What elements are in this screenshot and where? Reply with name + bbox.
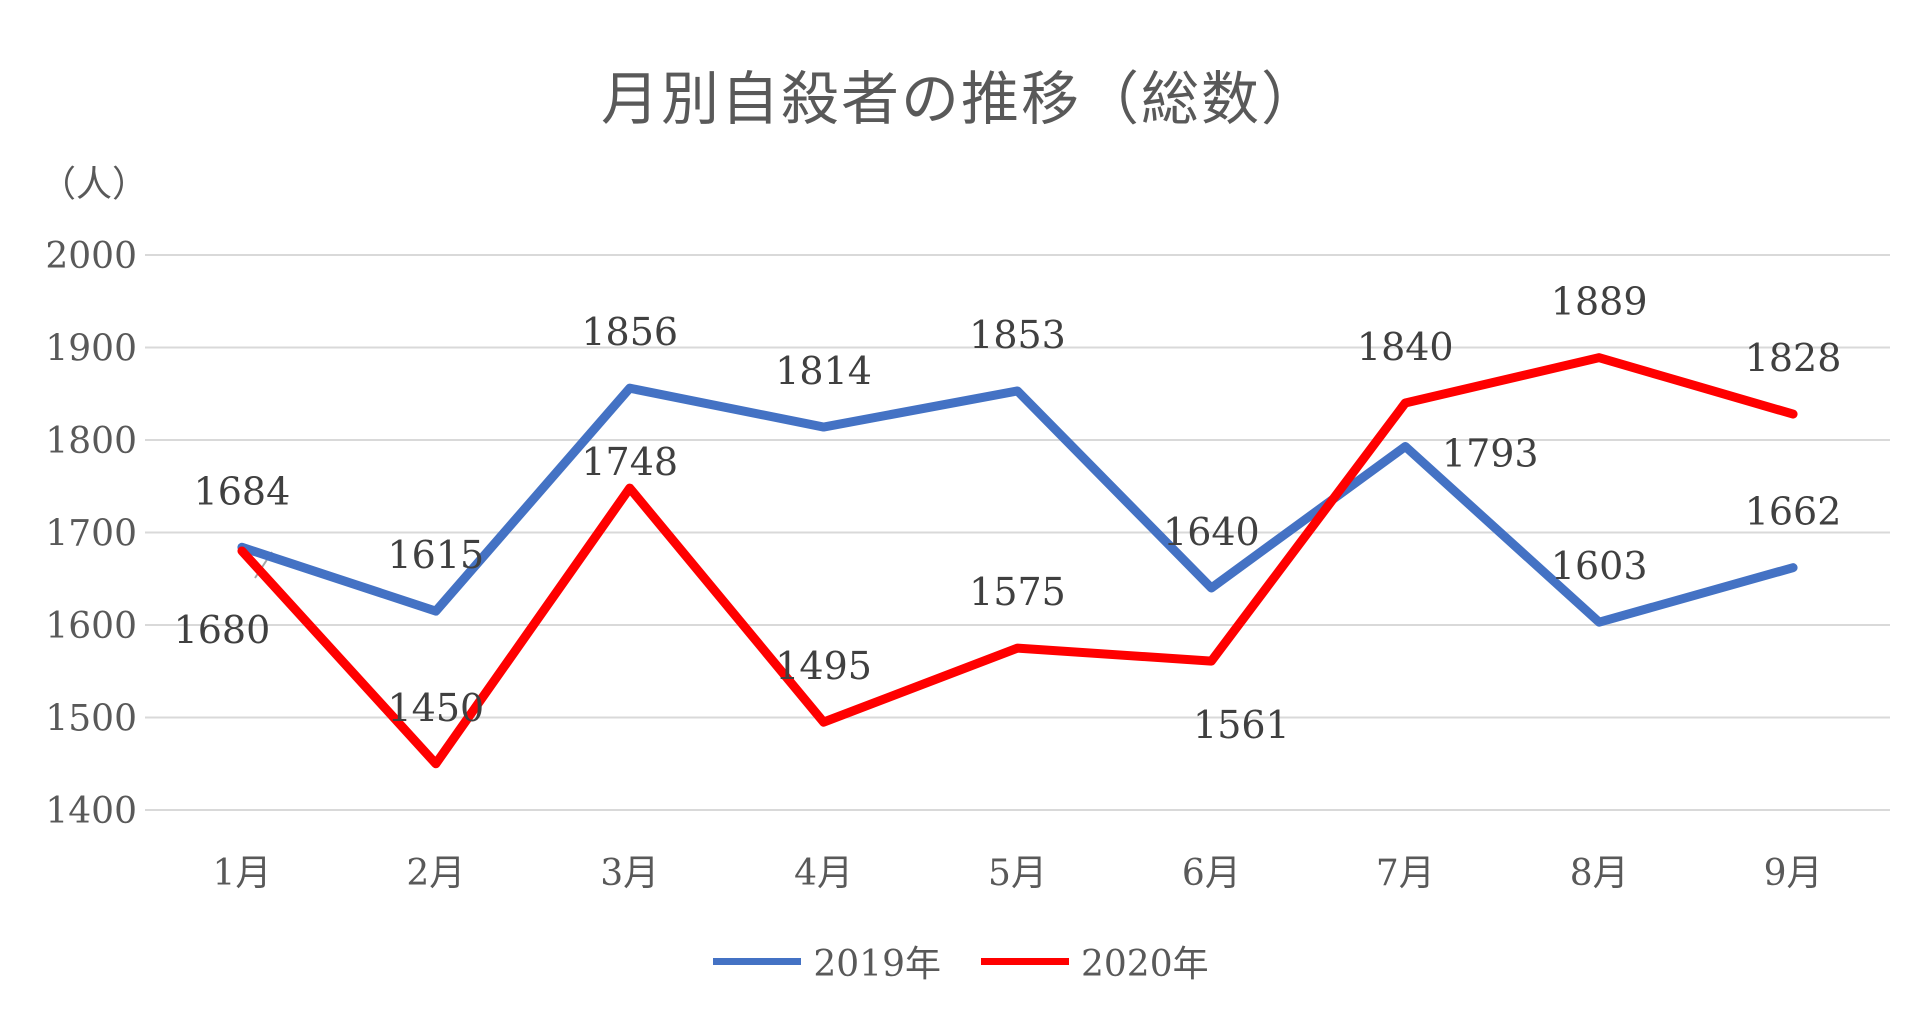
x-tick-label: 2月: [406, 853, 465, 894]
x-tick-label: 6月: [1182, 853, 1241, 894]
legend: 2019年 2020年: [0, 935, 1922, 987]
data-label: 1828: [1745, 336, 1842, 380]
y-tick-label: 1900: [45, 329, 137, 370]
data-label: 1853: [969, 313, 1066, 357]
data-label: 1662: [1745, 490, 1842, 534]
data-label: 1640: [1163, 510, 1260, 554]
x-tick-label: 7月: [1376, 853, 1435, 894]
data-label: 1889: [1551, 280, 1648, 324]
data-label: 1684: [194, 469, 291, 513]
data-label: 1575: [969, 570, 1066, 614]
legend-swatch-2019: [713, 957, 802, 965]
legend-label-2020: 2020年: [1081, 944, 1209, 985]
x-tick-label: 1月: [212, 853, 271, 894]
y-axis-unit-label: （人）: [40, 164, 149, 205]
x-tick-label: 3月: [600, 853, 659, 894]
x-tick-label: 9月: [1764, 853, 1823, 894]
chart-title: 月別自殺者の推移（総数）: [600, 65, 1321, 133]
data-label: 1748: [581, 440, 678, 484]
series-line-1: [237, 353, 1798, 769]
y-tick-label: 2000: [45, 236, 137, 277]
y-tick-label: 1700: [45, 514, 137, 555]
data-label: 1603: [1551, 544, 1648, 588]
y-tick-label: 1800: [45, 421, 137, 462]
legend-item-2019[interactable]: 2019年: [713, 935, 941, 987]
data-label: 1840: [1357, 325, 1454, 369]
data-label: 1814: [775, 349, 872, 393]
data-label: 1561: [1193, 703, 1290, 747]
data-label: 1615: [387, 533, 484, 577]
y-tick-label: 1600: [45, 606, 137, 647]
data-label: 1856: [581, 310, 678, 354]
x-tick-label: 5月: [988, 853, 1047, 894]
data-label: 1680: [174, 608, 271, 652]
y-tick-label: 1400: [45, 791, 137, 832]
legend-label-2019: 2019年: [813, 944, 941, 985]
x-tick-label: 8月: [1570, 853, 1629, 894]
data-label: 1793: [1442, 431, 1539, 475]
x-tick-label: 4月: [794, 853, 853, 894]
y-tick-label: 1500: [45, 699, 137, 740]
legend-item-2020[interactable]: 2020年: [981, 935, 1209, 987]
data-label: 1450: [387, 686, 484, 730]
legend-swatch-2020: [981, 957, 1069, 965]
series-line-0: [237, 383, 1798, 627]
data-label: 1495: [775, 644, 872, 688]
